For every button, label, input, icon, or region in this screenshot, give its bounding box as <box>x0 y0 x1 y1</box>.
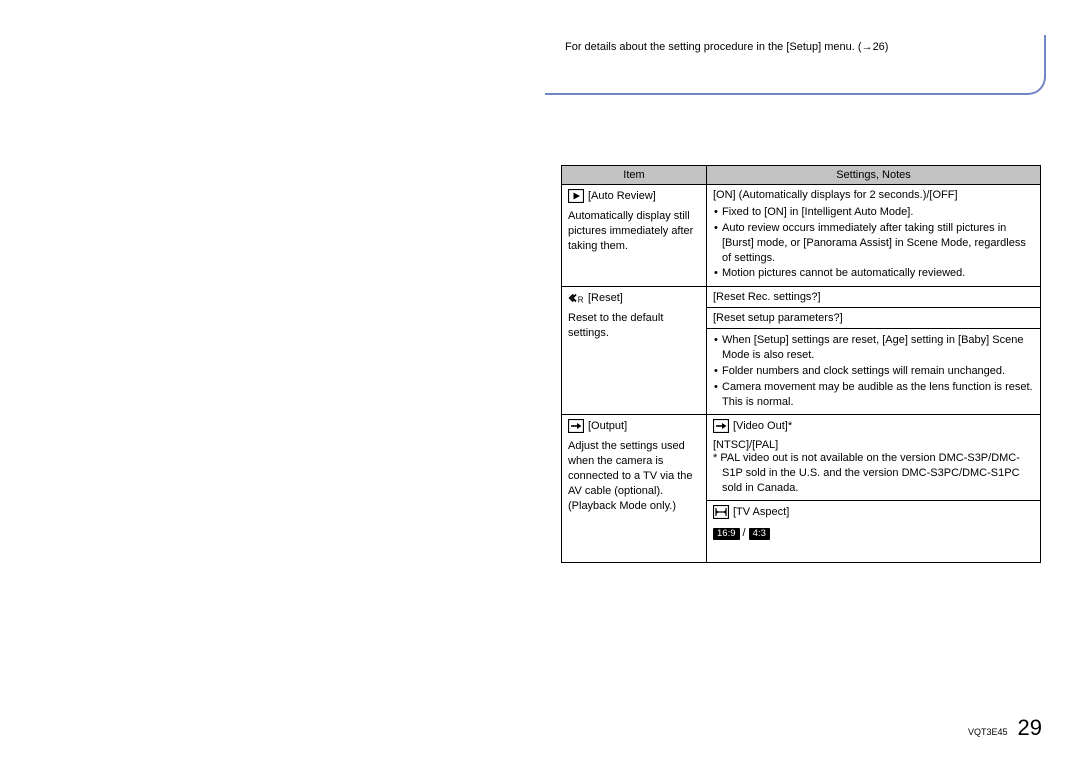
tv-aspect-icon <box>713 505 729 519</box>
aspect-sep: / <box>740 527 749 539</box>
aspect-options: 16:9 / 4:3 <box>713 527 1034 540</box>
video-out-options: [NTSC]/[PAL] <box>713 439 1034 451</box>
table-row: [Output] Adjust the settings used when t… <box>562 415 1041 501</box>
table-header-row: Item Settings, Notes <box>562 166 1041 185</box>
video-out-label: [Video Out]* <box>733 420 792 432</box>
settings-table: Item Settings, Notes [Auto Review] Autom… <box>561 165 1041 563</box>
item-title-text: [Output] <box>588 420 627 432</box>
page-number: 29 <box>1018 715 1042 741</box>
list-item: Motion pictures cannot be automatically … <box>713 266 1034 281</box>
reset-icon: R <box>568 291 584 305</box>
aspect-badge-169: 16:9 <box>713 528 740 540</box>
cell-item: [Auto Review] Automatically display stil… <box>562 185 707 287</box>
cell-settings: When [Setup] settings are reset, [Age] s… <box>707 329 1041 415</box>
cell-settings: [Video Out]* [NTSC]/[PAL] * PAL video ou… <box>707 415 1041 501</box>
cell-settings: [TV Aspect] 16:9 / 4:3 <box>707 500 1041 562</box>
list-item: Fixed to [ON] in [Intelligent Auto Mode]… <box>713 205 1034 220</box>
th-item: Item <box>562 166 707 185</box>
cell-settings: [ON] (Automatically displays for 2 secon… <box>707 185 1041 287</box>
page-footer: VQT3E45 29 <box>968 715 1042 741</box>
list-item: Auto review occurs immediately after tak… <box>713 221 1034 266</box>
output-icon <box>568 419 584 433</box>
item-title-text: [Auto Review] <box>588 190 656 202</box>
bullet-list: Fixed to [ON] in [Intelligent Auto Mode]… <box>713 205 1034 281</box>
table-row: [Auto Review] Automatically display stil… <box>562 185 1041 287</box>
cell-prompt: [Reset Rec. settings?] <box>707 287 1041 308</box>
video-out-note: * PAL video out is not available on the … <box>713 451 1034 496</box>
header-note: For details about the setting procedure … <box>545 41 1044 53</box>
cell-item: R [Reset] Reset to the default settings. <box>562 287 707 415</box>
table-row: R [Reset] Reset to the default settings.… <box>562 287 1041 308</box>
item-desc: Automatically display still pictures imm… <box>568 209 700 254</box>
cell-item: [Output] Adjust the settings used when t… <box>562 415 707 563</box>
list-item: Folder numbers and clock settings will r… <box>713 364 1034 379</box>
item-desc: Reset to the default settings. <box>568 311 700 341</box>
cell-prompt: [Reset setup parameters?] <box>707 308 1041 329</box>
item-desc: Adjust the settings used when the camera… <box>568 439 700 513</box>
output-icon <box>713 419 729 433</box>
doc-code: VQT3E45 <box>968 727 1008 737</box>
list-item: Camera movement may be audible as the le… <box>713 380 1034 410</box>
aspect-badge-43: 4:3 <box>749 528 770 540</box>
play-box-icon <box>568 189 584 203</box>
th-settings: Settings, Notes <box>707 166 1041 185</box>
bullet-list: When [Setup] settings are reset, [Age] s… <box>713 333 1034 409</box>
tv-aspect-label: [TV Aspect] <box>733 506 789 518</box>
settings-top-line: [ON] (Automatically displays for 2 secon… <box>713 189 1034 201</box>
header-band: For details about the setting procedure … <box>545 35 1046 95</box>
list-item: When [Setup] settings are reset, [Age] s… <box>713 333 1034 363</box>
item-title-text: [Reset] <box>588 292 623 304</box>
svg-text:R: R <box>578 296 584 305</box>
